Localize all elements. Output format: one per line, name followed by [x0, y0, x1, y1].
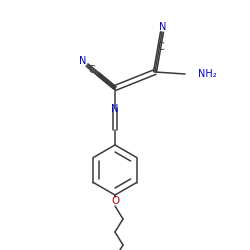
Text: C: C	[158, 42, 164, 52]
Text: C: C	[88, 65, 96, 75]
Text: NH₂: NH₂	[198, 69, 216, 79]
Text: N: N	[111, 104, 119, 114]
Text: N: N	[159, 22, 167, 32]
Text: O: O	[111, 196, 119, 206]
Text: N: N	[79, 56, 87, 66]
